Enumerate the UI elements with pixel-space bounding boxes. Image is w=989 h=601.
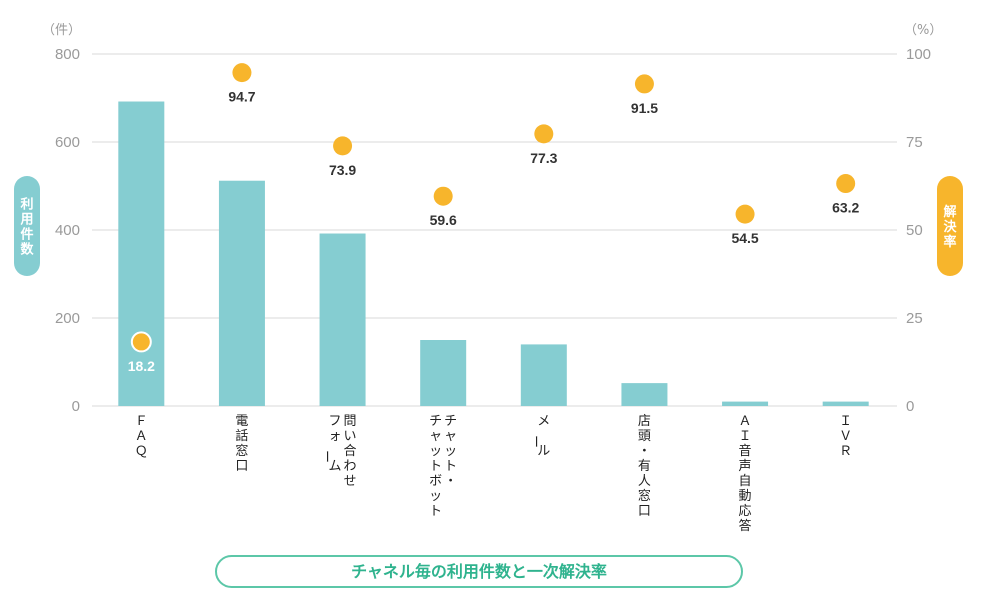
right-tick-label: 0	[906, 398, 914, 415]
category-label: 店頭・有人窓口	[638, 414, 651, 519]
right-axis-title-pill	[937, 176, 963, 276]
point	[634, 74, 654, 94]
left-tick-label: 800	[55, 46, 80, 63]
grid-lines	[92, 53, 897, 407]
category-label: メール	[527, 414, 550, 459]
left-axis-title-pill	[14, 176, 40, 276]
point-label: 18.2	[128, 358, 155, 374]
right-axis-title-text: 解決率	[942, 204, 957, 250]
category-label: ＡＩ音声自動応答	[739, 414, 752, 534]
point	[534, 124, 554, 144]
bar	[621, 383, 668, 406]
point	[232, 63, 252, 83]
right-axis-title: 解決率	[937, 176, 963, 276]
point-label: 94.7	[228, 89, 255, 105]
category-labels: ＦＡＱ 電話窓口 問い合わせフォーム チャット・チャットボット メール 店頭・有人窓口 ＡＩ…	[135, 414, 852, 534]
right-tick-label: 100	[906, 46, 931, 63]
bar	[822, 401, 869, 406]
bar	[218, 180, 265, 406]
right-axis-unit: （%）	[904, 23, 942, 38]
left-axis: （件） 0 200 400 600 800	[42, 23, 81, 415]
point-label: 59.6	[430, 212, 457, 228]
left-axis-title: 利用件数	[14, 176, 40, 276]
bar	[520, 344, 567, 406]
left-tick-label: 0	[72, 398, 80, 415]
point	[433, 186, 453, 206]
right-tick-label: 75	[906, 134, 923, 151]
category-label: ＦＡＱ	[135, 414, 148, 459]
point-label: 77.3	[530, 150, 557, 166]
right-tick-label: 50	[906, 222, 923, 239]
chart-title: チャネル毎の利用件数と一次解決率	[215, 555, 743, 588]
left-axis-title-text: 利用件数	[19, 197, 34, 258]
left-tick-label: 600	[55, 134, 80, 151]
right-tick-label: 25	[906, 310, 923, 327]
point	[836, 174, 856, 194]
point-label: 73.9	[329, 162, 356, 178]
point-series: 18.2 94.7 73.9 59.6 77.3 91.5 54.5 63.2	[128, 63, 860, 374]
bar	[118, 101, 165, 407]
bar	[420, 340, 467, 406]
bar	[319, 233, 366, 406]
category-label: チャット・チャットボット	[429, 414, 457, 519]
category-label: ＩＶＲ	[839, 414, 852, 459]
bar	[722, 401, 769, 406]
category-label: 電話窓口	[235, 414, 248, 474]
point	[333, 136, 353, 156]
right-axis: （%） 0 25 50 75 100	[904, 23, 942, 415]
category-label: 問い合わせフォーム	[319, 414, 357, 489]
point	[735, 204, 755, 224]
point-label: 54.5	[731, 230, 758, 246]
left-axis-unit: （件）	[42, 23, 81, 38]
bar-series	[118, 101, 869, 407]
point	[130, 331, 152, 353]
point-label: 63.2	[832, 200, 859, 216]
left-tick-label: 200	[55, 310, 80, 327]
left-tick-label: 400	[55, 222, 80, 239]
point-label: 91.5	[631, 100, 658, 116]
